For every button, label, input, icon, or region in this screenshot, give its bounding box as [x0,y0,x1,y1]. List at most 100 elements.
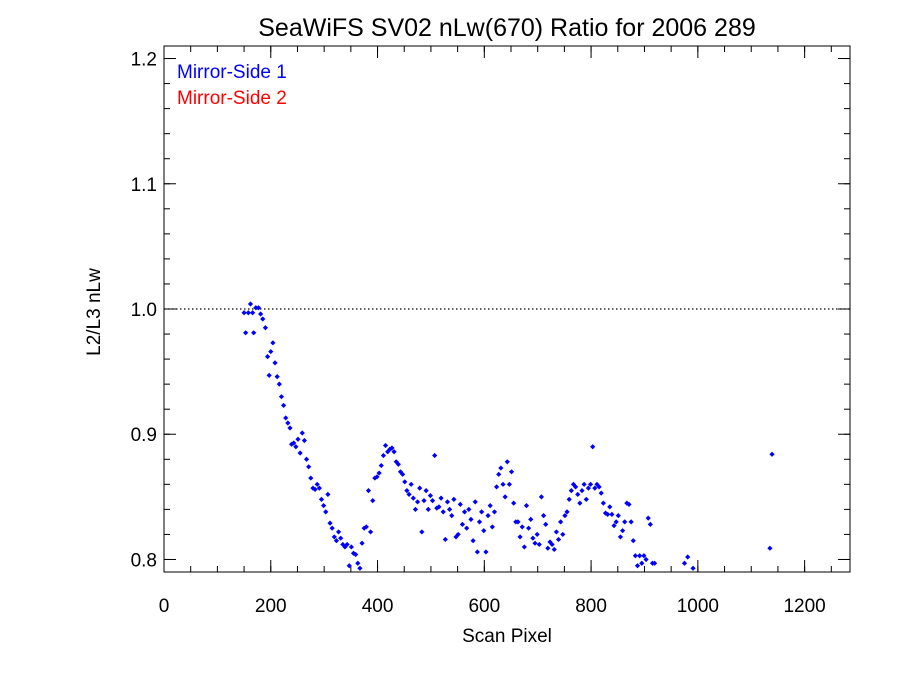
data-point [481,528,487,534]
data-point [365,487,372,494]
data-point [498,465,504,471]
x-axis-label: Scan Pixel [462,626,552,647]
data-point [404,487,410,494]
data-point [380,452,387,459]
y-axis-label: L2/L3 nLw [84,268,105,356]
data-point [555,536,562,543]
x-tick-label: 800 [575,596,607,617]
data-point [613,519,619,525]
data-point [573,484,579,490]
data-point [447,506,453,512]
data-point [276,381,282,387]
data-point [461,509,468,515]
data-point [421,498,427,504]
data-point [335,529,342,535]
plot-frame [163,45,851,573]
data-point [598,490,604,496]
data-point [536,541,542,548]
data-point [587,481,594,487]
data-point [400,471,406,477]
data-point [442,536,448,543]
data-point [476,519,483,525]
data-point [489,524,495,530]
data-point [247,301,254,307]
data-point [321,503,327,509]
data-point [318,496,325,502]
data-point [427,493,433,499]
data-point [419,529,425,535]
data-point [323,509,329,515]
data-point [361,525,367,531]
data-point [643,556,649,563]
data-point [491,509,498,515]
data-point [581,481,587,487]
data-point [295,436,301,442]
data-point [562,513,568,519]
data-point [455,531,461,538]
data-point [545,545,551,551]
data-point [459,521,466,528]
data-point [291,440,297,446]
data-point [378,462,384,469]
data-point [769,451,775,457]
data-point [464,525,470,531]
data-point [250,310,256,316]
data-point [268,348,274,355]
data-point [647,521,653,528]
data-point [626,501,632,507]
data-point [327,520,333,526]
data-point [264,353,271,360]
data-point [615,513,621,519]
data-point [402,479,408,485]
data-point [389,445,395,451]
data-point [579,487,585,494]
data-point [502,494,508,500]
data-point [285,420,291,426]
data-point [278,394,285,400]
data-point [685,554,691,560]
y-tick-label: 1.1 [131,175,157,196]
data-point [652,560,658,566]
data-point [632,553,638,559]
data-point [274,374,280,380]
y-tick-label: 0.8 [131,550,157,571]
data-point [303,456,310,462]
data-point [260,316,266,322]
x-tick-label: 1200 [783,596,825,617]
data-point [508,469,515,475]
data-point [423,487,429,494]
data-point [397,469,404,475]
data-point [251,330,257,336]
data-point [417,485,423,491]
data-point [368,529,374,535]
data-point [493,484,500,490]
data-point [596,484,602,490]
data-point [258,311,264,317]
data-point [549,541,555,548]
data-point [266,372,272,378]
data-point [429,498,436,504]
data-point [528,516,534,522]
data-point [376,470,382,476]
data-point [355,560,361,566]
data-point [344,541,350,548]
data-point [272,360,278,366]
data-point [558,519,564,525]
data-point [338,535,344,541]
data-point [521,544,527,550]
data-point [280,402,287,409]
data-point [607,504,613,510]
data-point [551,546,557,553]
data-point [585,485,592,491]
data-point [408,481,414,487]
data-point [310,485,316,491]
data-point [299,430,305,436]
x-tick-label: 0 [159,596,170,617]
data-point [485,513,491,519]
data-point [474,549,480,555]
data-point [434,505,440,511]
y-tick-label: 0.9 [131,425,157,446]
data-point [637,553,643,559]
